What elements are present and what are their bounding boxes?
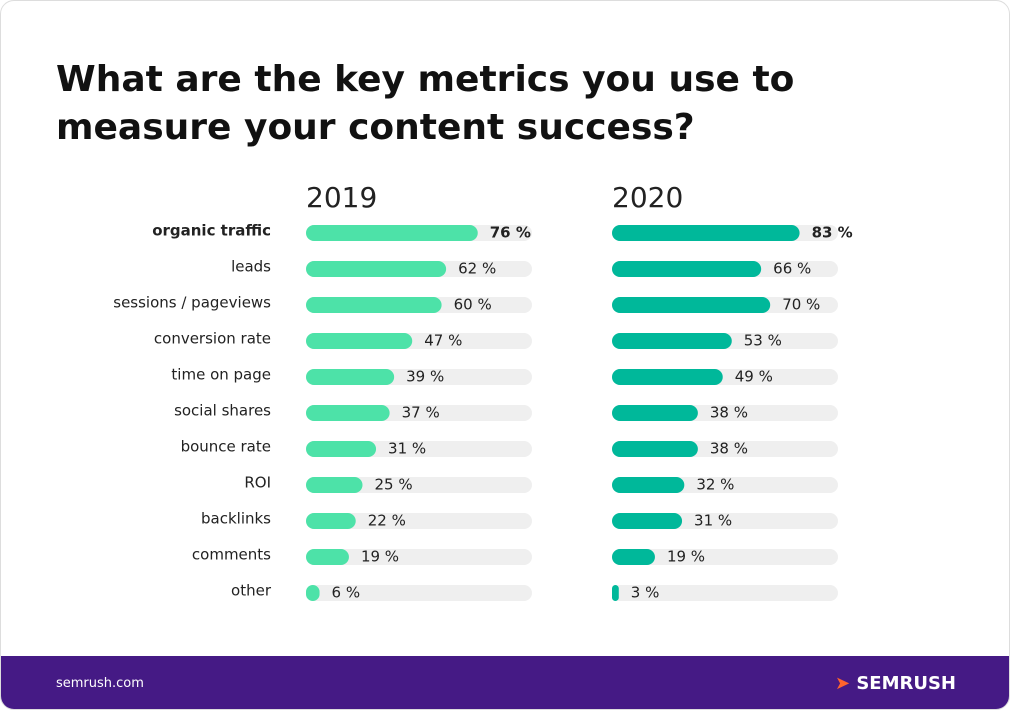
- value-label: 70 %: [782, 296, 820, 314]
- bar: [612, 549, 655, 565]
- bar-track: [306, 585, 532, 601]
- bar: [306, 225, 478, 241]
- value-label: 49 %: [735, 368, 773, 386]
- bar: [306, 297, 442, 313]
- bar-track: [306, 549, 532, 565]
- bar: [612, 477, 685, 493]
- bar: [612, 513, 683, 529]
- value-label: 60 %: [454, 296, 492, 314]
- bar: [612, 441, 698, 457]
- bar: [612, 333, 732, 349]
- bar: [612, 369, 723, 385]
- value-label: 31 %: [694, 512, 732, 530]
- category-label: comments: [192, 546, 271, 564]
- series-title: 2020: [612, 181, 683, 214]
- value-label: 32 %: [696, 476, 734, 494]
- category-label: sessions / pageviews: [113, 294, 271, 312]
- value-label: 19 %: [667, 548, 705, 566]
- value-label: 83 %: [812, 224, 853, 242]
- source: semrush.com: [56, 676, 144, 691]
- category-label: ROI: [244, 474, 271, 492]
- category-label: time on page: [171, 366, 271, 384]
- series-title: 2019: [306, 181, 377, 214]
- value-label: 66 %: [773, 260, 811, 278]
- footer: semrush.com ➤ SEMRUSH: [1, 656, 1009, 709]
- value-label: 31 %: [388, 440, 426, 458]
- category-label: social shares: [174, 402, 271, 420]
- value-label: 19 %: [361, 548, 399, 566]
- category-label: bounce rate: [181, 438, 271, 456]
- value-label: 62 %: [458, 260, 496, 278]
- bar: [306, 549, 349, 565]
- value-label: 38 %: [710, 440, 748, 458]
- chart: organic traffic leads sessions / pageviews…: [113, 181, 853, 602]
- value-label: 38 %: [710, 404, 748, 422]
- bar: [306, 369, 395, 385]
- bar: [612, 297, 771, 313]
- bar-track: [306, 513, 532, 529]
- value-label: 53 %: [744, 332, 782, 350]
- bar: [306, 585, 320, 601]
- category-label: organic traffic: [152, 222, 271, 240]
- value-label: 3 %: [631, 584, 660, 602]
- value-label: 76 %: [490, 224, 531, 242]
- category-label: conversion rate: [154, 330, 271, 348]
- category-label: other: [231, 582, 272, 600]
- value-label: 22 %: [368, 512, 406, 530]
- bar: [612, 261, 762, 277]
- bar: [306, 513, 356, 529]
- brand: ➤ SEMRUSH: [834, 673, 956, 694]
- brand-name: SEMRUSH: [856, 673, 956, 694]
- bar-track: [612, 585, 838, 601]
- bar: [306, 477, 363, 493]
- value-label: 37 %: [402, 404, 440, 422]
- bar: [306, 441, 377, 457]
- value-label: 25 %: [375, 476, 413, 494]
- bar: [612, 585, 619, 601]
- bar-track: [306, 477, 532, 493]
- category-label: backlinks: [201, 510, 271, 528]
- value-label: 39 %: [406, 368, 444, 386]
- bar: [612, 405, 698, 421]
- bar: [306, 261, 447, 277]
- bar: [612, 225, 800, 241]
- value-label: 47 %: [424, 332, 462, 350]
- value-label: 6 %: [332, 584, 361, 602]
- category-label: leads: [231, 258, 271, 276]
- bar: [306, 405, 390, 421]
- chart-title: What are the key metrics you use to meas…: [56, 59, 795, 148]
- bar-track: [612, 549, 838, 565]
- bar: [306, 333, 413, 349]
